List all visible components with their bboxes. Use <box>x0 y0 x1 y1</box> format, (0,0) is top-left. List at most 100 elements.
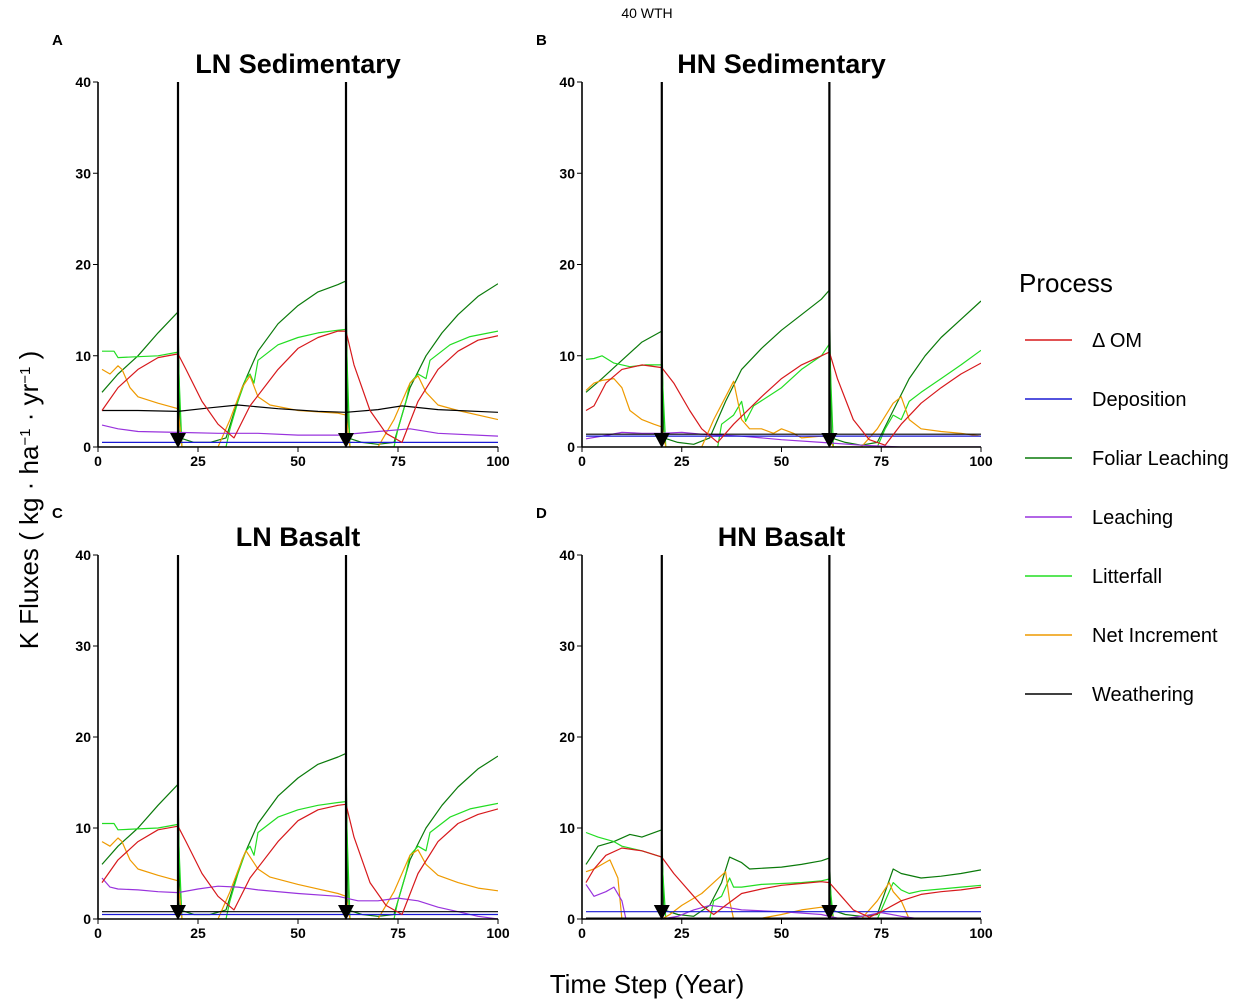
x-axis-label: Time Step (Year) <box>550 969 745 999</box>
legend-item-foliar-leaching: Foliar Leaching <box>1025 448 1229 470</box>
y-tick-label: 0 <box>83 439 91 455</box>
series-line-om <box>101 803 498 916</box>
x-tick-label: 0 <box>94 453 102 469</box>
x-tick-label: 50 <box>290 925 306 941</box>
panel-letter: B <box>536 32 547 49</box>
series-line-om <box>585 847 981 918</box>
y-tick-label: 0 <box>567 911 575 927</box>
y-label-part-3: ) <box>14 351 44 367</box>
legend-label: Weathering <box>1092 684 1194 706</box>
y-tick-label: 10 <box>75 348 91 364</box>
series-group <box>585 289 981 447</box>
y-tick-label: 30 <box>75 638 91 654</box>
panel-letter: D <box>536 505 547 522</box>
x-tick-label: 25 <box>190 453 206 469</box>
legend-label: Leaching <box>1092 507 1173 529</box>
y-tick-label: 10 <box>559 820 575 836</box>
x-tick-label: 0 <box>578 453 586 469</box>
svg-text:K Fluxes ( kg · ha−1 · yr−1 ): K Fluxes ( kg · ha−1 · yr−1 ) <box>14 351 44 650</box>
series-line-foliar-leaching <box>585 829 981 917</box>
x-tick-label: 100 <box>969 453 993 469</box>
series-line-foliar-leaching <box>101 280 498 445</box>
y-tick-label: 20 <box>559 729 575 745</box>
y-tick-label: 40 <box>75 74 91 90</box>
harvest-arrow-head <box>653 905 670 920</box>
series-line-litterfall <box>102 328 498 447</box>
series-line-net-increment <box>101 365 498 447</box>
harvest-arrow-head <box>821 905 838 920</box>
series-group <box>101 280 498 447</box>
y-label-exp-2: −1 <box>17 367 34 384</box>
legend-label: Deposition <box>1092 389 1187 411</box>
series-line-litterfall <box>102 800 498 919</box>
x-tick-label: 50 <box>290 453 306 469</box>
legend-label: Δ OM <box>1092 330 1142 352</box>
series-line-litterfall <box>585 831 981 919</box>
x-tick-label: 75 <box>390 453 406 469</box>
x-tick-label: 75 <box>873 453 889 469</box>
y-tick-label: 30 <box>75 165 91 181</box>
x-tick-label: 100 <box>486 453 510 469</box>
series-line-litterfall <box>585 343 981 447</box>
y-label-part-1: K Fluxes ( kg · ha <box>14 445 44 649</box>
x-tick-label: 25 <box>674 453 690 469</box>
series-line-om <box>585 351 981 446</box>
harvest-arrow-head <box>821 433 838 448</box>
x-tick-label: 75 <box>873 925 889 941</box>
y-tick-label: 10 <box>75 820 91 836</box>
x-tick-label: 25 <box>674 925 690 941</box>
x-tick-label: 100 <box>969 925 993 941</box>
panel-c: C LN Basalt 0 10 20 30 40 0 25 50 75 100 <box>52 505 510 941</box>
y-tick-label: 20 <box>75 729 91 745</box>
series-line-om <box>101 330 498 443</box>
y-tick-label: 0 <box>567 439 575 455</box>
legend-item-litterfall: Litterfall <box>1025 566 1162 588</box>
panel-b: B HN Sedimentary 0 10 20 30 40 0 25 50 75 100 <box>536 32 993 469</box>
x-tick-label: 50 <box>774 453 790 469</box>
y-tick-label: 20 <box>75 257 91 273</box>
legend-label: Litterfall <box>1092 566 1162 588</box>
y-axis-label: K Fluxes ( kg · ha−1 · yr−1 ) <box>14 351 44 650</box>
panel-d: D HN Basalt 0 10 20 30 40 0 25 50 75 100 <box>536 505 993 941</box>
y-tick-label: 40 <box>559 547 575 563</box>
y-tick-label: 0 <box>83 911 91 927</box>
y-tick-label: 40 <box>559 74 575 90</box>
legend-item-om: Δ OM <box>1025 330 1142 352</box>
y-tick-label: 10 <box>559 348 575 364</box>
legend: Process Δ OM Deposition Foliar Leaching Lea… <box>1019 268 1229 706</box>
harvest-arrow-head <box>338 433 354 448</box>
harvest-arrow-head <box>338 905 354 920</box>
series-group <box>101 752 498 919</box>
legend-label: Foliar Leaching <box>1092 448 1229 470</box>
x-tick-label: 50 <box>774 925 790 941</box>
series-line-leaching <box>101 424 498 437</box>
y-tick-label: 30 <box>559 165 575 181</box>
legend-item-weathering: Weathering <box>1025 684 1194 706</box>
legend-item-leaching: Leaching <box>1025 507 1173 529</box>
panel-title: LN Basalt <box>236 522 361 552</box>
panel-title: HN Basalt <box>718 522 846 552</box>
x-tick-label: 100 <box>486 925 510 941</box>
legend-label: Net Increment <box>1092 625 1218 647</box>
x-tick-label: 75 <box>390 925 406 941</box>
series-group <box>585 829 981 919</box>
series-line-net-increment <box>101 837 498 919</box>
panel-title: LN Sedimentary <box>195 49 401 79</box>
y-tick-label: 40 <box>75 547 91 563</box>
y-label-exp-1: −1 <box>17 428 34 445</box>
series-line-net-increment <box>585 859 981 919</box>
panel-letter: A <box>52 32 63 49</box>
x-tick-label: 0 <box>94 925 102 941</box>
legend-title: Process <box>1019 268 1113 298</box>
series-line-leaching <box>101 877 498 919</box>
series-line-weathering <box>102 404 498 413</box>
y-tick-label: 20 <box>559 257 575 273</box>
harvest-arrow-head <box>170 433 186 448</box>
legend-item-deposition: Deposition <box>1025 389 1187 411</box>
legend-item-net-increment: Net Increment <box>1025 625 1218 647</box>
x-tick-label: 25 <box>190 925 206 941</box>
harvest-arrow-head <box>170 905 186 920</box>
panel-letter: C <box>52 505 63 522</box>
